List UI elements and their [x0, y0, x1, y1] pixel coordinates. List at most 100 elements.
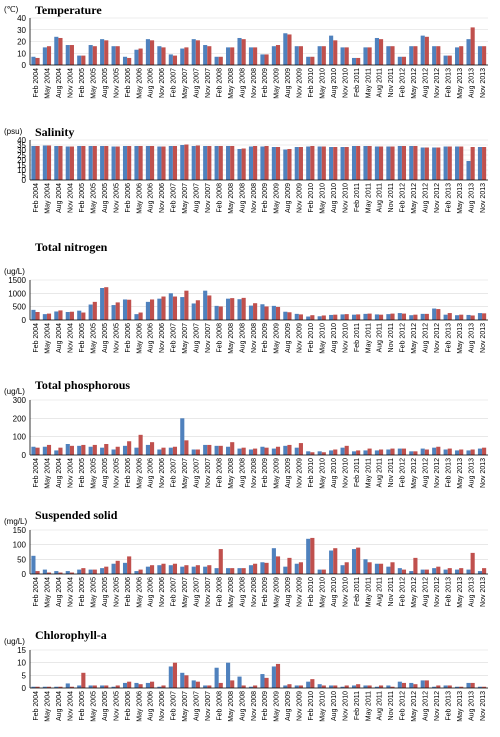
bar — [81, 444, 86, 455]
bar — [58, 146, 63, 180]
x-tick-label: Aug 2004 — [56, 577, 63, 607]
x-tick-label: Feb 2007 — [171, 691, 178, 721]
bar — [317, 451, 322, 455]
x-tick-label: May 2011 — [365, 458, 372, 488]
y-axis-unit: (ug/L) — [4, 637, 25, 646]
bar — [111, 449, 116, 455]
x-tick-label: Feb 2012 — [400, 691, 407, 721]
x-tick-label: May 2006 — [136, 323, 143, 354]
x-tick-label: Nov 2009 — [297, 68, 304, 98]
bar — [248, 146, 254, 180]
bar — [100, 146, 105, 180]
x-tick-label: Aug 2005 — [102, 458, 109, 488]
bar — [477, 313, 483, 320]
bar — [241, 447, 246, 455]
x-tick-label: Feb 2005 — [79, 323, 86, 353]
bar — [88, 146, 93, 180]
bar — [340, 565, 345, 574]
bar — [436, 685, 441, 688]
bar — [184, 47, 189, 66]
y-tick-label: 0 — [22, 570, 27, 579]
bar — [127, 681, 132, 688]
x-tick-label: Feb 2013 — [445, 183, 452, 213]
x-tick-label: Aug 2009 — [285, 691, 292, 721]
y-tick-label: 15 — [17, 646, 26, 655]
bar — [298, 147, 303, 180]
bar — [466, 314, 471, 320]
x-tick-label: Aug 2005 — [102, 183, 109, 213]
x-tick-label: Feb 2007 — [171, 577, 178, 607]
x-tick-label: Feb 2006 — [125, 458, 132, 488]
bar — [230, 568, 235, 574]
bar — [363, 685, 368, 688]
bar — [310, 56, 315, 65]
bar — [275, 663, 281, 688]
x-tick-label: Feb 2012 — [400, 183, 407, 213]
bar — [134, 447, 139, 455]
bar — [111, 305, 116, 320]
bar — [329, 314, 334, 320]
bar — [329, 450, 334, 455]
bar — [321, 146, 326, 180]
x-tick-label: Aug 2007 — [194, 323, 201, 353]
x-tick-label: Feb 2008 — [216, 183, 223, 213]
x-tick-label: Nov 2007 — [205, 323, 212, 353]
x-tick-label: Nov 2009 — [297, 183, 304, 213]
bar — [386, 685, 391, 688]
x-tick-label: May 2010 — [319, 691, 326, 722]
bar — [455, 450, 460, 455]
x-tick-label: Nov 2007 — [205, 458, 212, 488]
bar — [31, 686, 36, 688]
chart-title: Suspended solid — [35, 508, 118, 522]
bar — [344, 685, 349, 688]
x-tick-label: May 2010 — [319, 183, 326, 214]
x-tick-label: May 2012 — [411, 183, 418, 214]
x-tick-label: Feb 2011 — [354, 577, 361, 606]
x-tick-label: Nov 2005 — [113, 323, 120, 353]
bar — [157, 449, 162, 455]
x-tick-label: Nov 2010 — [342, 458, 349, 488]
bar — [420, 448, 425, 455]
bar — [207, 565, 212, 574]
bar — [77, 445, 82, 455]
x-tick-label: Feb 2008 — [216, 323, 223, 353]
bar — [226, 446, 231, 455]
x-tick-label: Nov 2006 — [159, 691, 166, 721]
bar — [168, 447, 173, 455]
bar — [138, 312, 143, 320]
bar — [115, 685, 120, 688]
bar — [195, 145, 200, 180]
bar — [351, 685, 357, 688]
bar — [340, 686, 345, 688]
bar — [367, 685, 372, 688]
bar — [237, 448, 242, 455]
x-tick-label: Nov 2012 — [434, 183, 441, 213]
bar — [367, 47, 372, 66]
bar — [46, 572, 52, 574]
bar — [230, 680, 235, 688]
bar — [264, 146, 269, 180]
x-tick-label: Nov 2005 — [113, 691, 120, 721]
bar — [104, 146, 109, 180]
bar — [92, 444, 97, 455]
bar — [356, 547, 361, 574]
bar — [100, 568, 105, 574]
y-tick-label: 30 — [17, 146, 26, 155]
x-tick-label: Nov 2006 — [159, 323, 166, 353]
bar — [466, 39, 471, 65]
bar — [260, 304, 265, 320]
bar — [122, 146, 128, 180]
bar — [58, 310, 63, 320]
bar — [264, 447, 269, 455]
bar — [253, 47, 258, 66]
x-tick-label: Feb 2010 — [308, 458, 315, 488]
bar — [329, 550, 334, 574]
bar — [344, 562, 349, 574]
bar — [58, 572, 63, 574]
bar — [230, 442, 235, 455]
x-tick-label: Nov 2012 — [434, 458, 441, 488]
bar — [466, 450, 471, 455]
bar — [104, 40, 109, 65]
bar — [351, 549, 357, 574]
bar — [283, 311, 288, 320]
